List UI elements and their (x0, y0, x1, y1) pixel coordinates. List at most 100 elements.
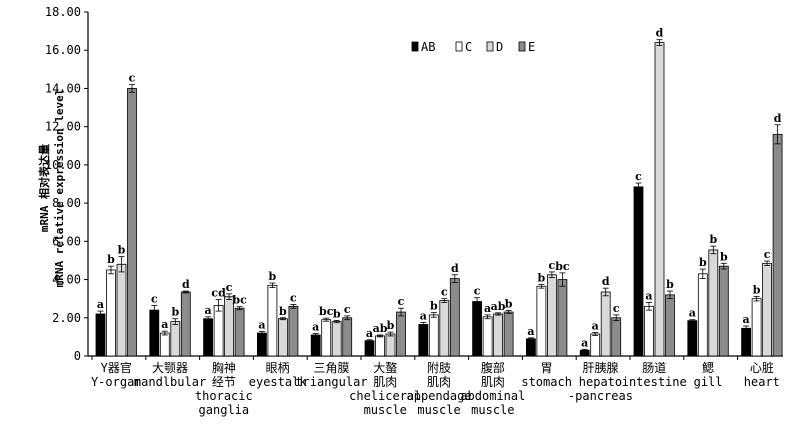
bar-d (116, 263, 127, 357)
significance-letter: a (592, 319, 599, 332)
category-label-en: stomach (521, 375, 572, 389)
bar-c (697, 273, 708, 357)
significance-letter: d (451, 262, 459, 275)
significance-letter: a (689, 307, 696, 320)
bar-ab (633, 186, 644, 357)
bar-ab (256, 332, 267, 357)
bar-d (439, 300, 450, 357)
significance-letter: c (549, 259, 556, 272)
category-label-en: triangular (295, 375, 367, 389)
significance-letter: c (398, 295, 405, 308)
legend-label-c: C (465, 40, 472, 54)
bar-e (288, 305, 299, 357)
bar-e (611, 317, 622, 357)
y-tick-label: 14.00 (45, 81, 81, 95)
significance-letter: bc (232, 294, 247, 307)
legend-swatch-ab (411, 41, 419, 52)
bar-e (180, 291, 191, 357)
y-tick-label: 6.00 (52, 234, 81, 248)
legend-swatch-c (455, 41, 463, 52)
significance-letter: d (602, 275, 610, 288)
bar-d (708, 249, 719, 357)
significance-letter: ab (491, 300, 506, 313)
significance-letter: a (527, 325, 534, 338)
significance-letter: b (709, 233, 717, 246)
significance-letter: b (118, 244, 126, 257)
significance-letter: a (205, 304, 212, 317)
significance-letter: ab (373, 322, 388, 335)
significance-letter: b (387, 319, 395, 332)
bar-d (493, 313, 504, 357)
significance-letter: a (161, 318, 168, 331)
category-label-cn: 胸神 (212, 360, 236, 375)
bar-e (557, 279, 568, 357)
bar-d (277, 318, 288, 357)
legend-swatch-e (518, 41, 526, 52)
bar-ab (687, 320, 698, 357)
category-label-en: mandlbular (134, 375, 206, 389)
category-label-en: hepato (579, 375, 622, 389)
significance-letter: a (420, 310, 427, 323)
significance-letter: a (645, 289, 652, 302)
y-tick-label: 8.00 (52, 196, 81, 210)
category-label-cn: Y器官 (101, 360, 132, 375)
bar-d (654, 42, 665, 357)
category-label-en: muscle (364, 403, 407, 417)
category-label-en: intestine (622, 375, 687, 389)
bar-c (590, 333, 601, 357)
bar-c (159, 332, 170, 357)
significance-letter: c (344, 303, 351, 316)
y-tick-label: 4.00 (52, 273, 81, 287)
y-tick-label: 0 (74, 349, 81, 363)
y-tick-label: 2.00 (52, 311, 81, 325)
bar-d (170, 321, 181, 357)
bar-ab (526, 338, 536, 357)
bar-ab (149, 309, 160, 357)
legend-label-e: E (528, 40, 535, 54)
legend-label-d: D (496, 40, 503, 54)
significance-letter: b (538, 271, 546, 284)
y-axis-label-cn: mRNA 相对表达量 (37, 144, 51, 232)
significance-letter: d (774, 112, 782, 125)
bar-e (665, 294, 675, 357)
significance-letter: b (171, 306, 179, 319)
category-label-en: -pancreas (568, 389, 633, 403)
significance-letter: b (505, 298, 513, 311)
category-label-cn: 鳃 (702, 361, 714, 375)
category-label-cn: 肠道 (642, 361, 666, 375)
category-label-cn: 肌肉 (481, 375, 505, 389)
category-label-cn: 肌肉 (373, 375, 397, 389)
bar-d (762, 262, 772, 357)
bar-c (644, 305, 654, 357)
significance-letter: c (441, 286, 448, 299)
category-label-en: eyestalk (249, 375, 308, 389)
significance-letter: c (290, 291, 297, 304)
bar-c (375, 335, 385, 357)
significance-letter: d (656, 27, 664, 40)
bar-c (482, 316, 493, 357)
y-tick-label: 16.00 (45, 43, 81, 57)
category-label-cn: 眼柄 (266, 361, 290, 375)
y-tick-label: 10.00 (45, 158, 81, 172)
bar-d (547, 274, 557, 357)
category-label-cn: 肝胰腺 (582, 361, 618, 375)
bar-c (213, 304, 224, 357)
significance-letter: b (269, 270, 277, 283)
axes: 0 2.00 4.00 6.00 8.00 10.00 12.00 14.00 16.00 18.… (45, 5, 783, 363)
category-label-en: gill (694, 375, 723, 389)
bar-ab (310, 334, 321, 357)
category-label-en: thoracic (195, 389, 253, 403)
category-label-cn: 大螯 (373, 360, 397, 375)
significance-letter: d (182, 278, 190, 291)
significance-letter: c (151, 292, 158, 305)
legend: AB C D E (411, 40, 535, 54)
significance-letter: b (107, 253, 115, 266)
bar-e (772, 133, 783, 357)
significance-letter: c (226, 281, 233, 294)
category-label-en: ganglia (199, 403, 250, 417)
bar-d (331, 321, 342, 357)
category-label-cn: 心脏 (750, 360, 774, 375)
bar-e (127, 88, 137, 357)
bar-ab (418, 324, 429, 357)
